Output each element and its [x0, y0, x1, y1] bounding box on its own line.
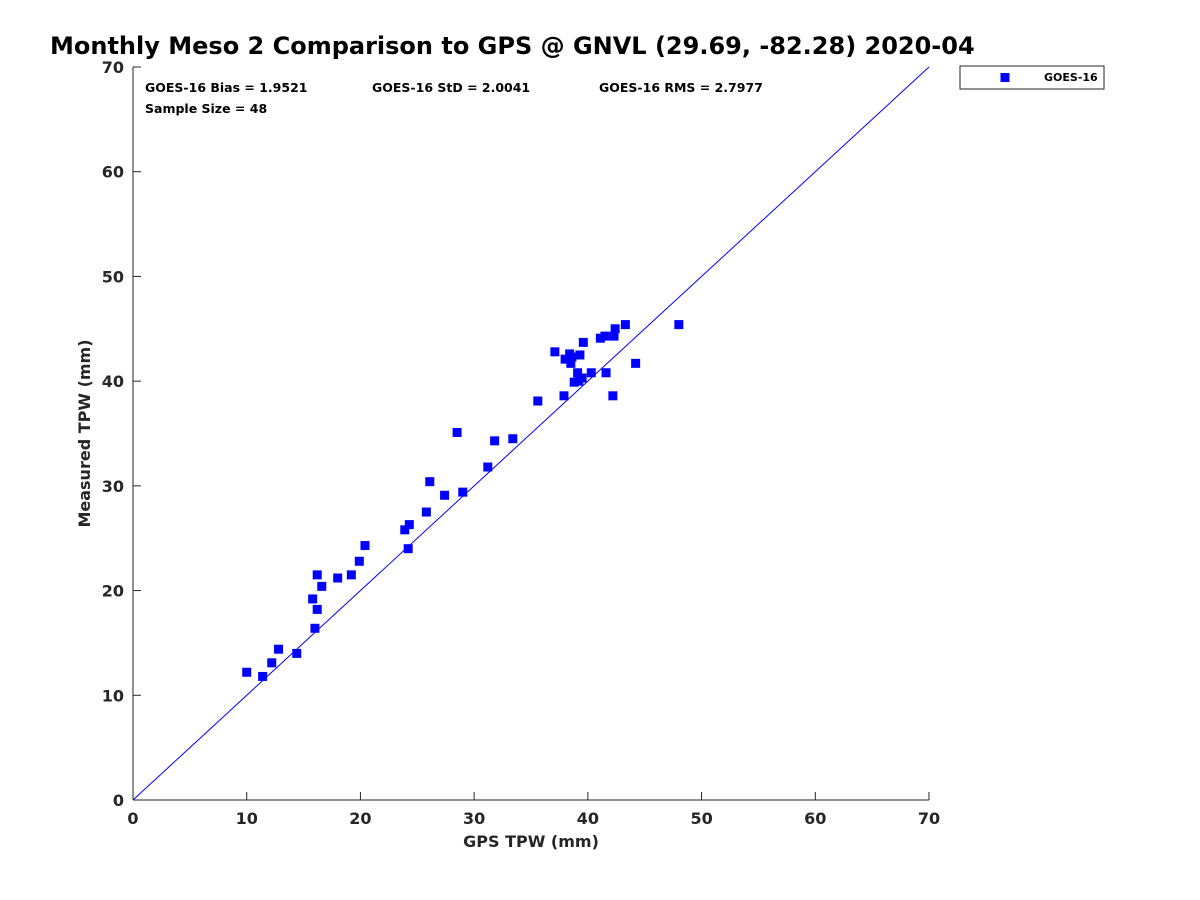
data-point — [674, 320, 684, 330]
y-axis-ticks: 0 10 20 30 40 50 60 70 — [102, 58, 141, 810]
data-point — [631, 358, 641, 368]
legend-entry-goes-16: GOES-16 — [1044, 71, 1098, 84]
y-tick-label: 10 — [102, 686, 124, 705]
data-point — [550, 347, 560, 357]
data-point — [404, 520, 414, 530]
data-point — [242, 667, 252, 677]
data-point — [610, 324, 620, 334]
data-point — [608, 391, 618, 401]
chart-title: Monthly Meso 2 Comparison to GPS @ GNVL … — [50, 32, 975, 60]
data-point — [575, 350, 585, 360]
data-point — [620, 320, 630, 330]
data-point — [573, 368, 583, 378]
x-tick-label: 40 — [577, 809, 599, 828]
data-point — [490, 436, 500, 446]
one-to-one-line-group — [132, 66, 930, 801]
one-to-one-line — [132, 66, 930, 801]
x-tick-label: 10 — [236, 809, 258, 828]
x-tick-label: 60 — [804, 809, 826, 828]
data-point — [560, 354, 570, 364]
std-annotation: GOES-16 StD = 2.0041 — [372, 80, 530, 95]
y-axis-label: Measured TPW (mm) — [75, 339, 94, 527]
y-tick-label: 50 — [102, 267, 124, 286]
data-point — [559, 391, 569, 401]
data-point — [533, 396, 543, 406]
x-tick-label: 0 — [127, 809, 138, 828]
data-point — [595, 333, 605, 343]
y-tick-label: 40 — [102, 372, 124, 391]
data-point — [601, 368, 611, 378]
data-point — [267, 658, 277, 668]
data-point — [310, 623, 320, 633]
data-point — [346, 570, 356, 580]
data-point — [333, 573, 343, 583]
x-tick-label: 30 — [463, 809, 485, 828]
data-point — [508, 434, 518, 444]
data-point — [577, 373, 587, 383]
data-point — [425, 477, 435, 487]
data-point — [360, 541, 370, 551]
data-point — [292, 648, 302, 658]
data-point — [569, 377, 579, 387]
data-point — [400, 525, 410, 535]
y-tick-label: 20 — [102, 582, 124, 601]
legend: GOES-16 — [959, 65, 1105, 90]
x-axis-label: GPS TPW (mm) — [463, 832, 599, 851]
data-point — [317, 581, 327, 591]
y-tick-label: 30 — [102, 477, 124, 496]
y-tick-label: 0 — [113, 791, 124, 810]
data-point — [452, 427, 462, 437]
data-point — [600, 331, 610, 341]
data-point — [586, 368, 596, 378]
data-point — [274, 644, 284, 654]
data-point — [566, 358, 576, 368]
axes-group — [132, 67, 929, 801]
x-tick-label: 50 — [690, 809, 712, 828]
legend-box — [959, 65, 1105, 90]
data-point — [567, 352, 577, 362]
data-point — [609, 331, 619, 341]
data-point — [308, 594, 318, 604]
data-point — [421, 507, 431, 517]
x-tick-label: 70 — [918, 809, 940, 828]
x-tick-label: 20 — [349, 809, 371, 828]
data-point — [312, 604, 322, 614]
data-point — [578, 337, 588, 347]
bias-annotation: GOES-16 Bias = 1.9521 — [145, 80, 307, 95]
y-tick-label: 70 — [102, 58, 124, 77]
y-tick-label: 60 — [102, 163, 124, 182]
data-point — [258, 671, 268, 681]
data-point — [403, 544, 413, 554]
data-points-group — [242, 320, 684, 681]
data-point — [354, 556, 364, 566]
data-point — [440, 490, 450, 500]
data-point — [312, 570, 322, 580]
legend-marker-square — [1000, 73, 1010, 82]
data-point — [483, 462, 493, 472]
x-axis-ticks: 0 10 20 30 40 50 60 70 — [127, 792, 940, 828]
sample-size-annotation: Sample Size = 48 — [145, 101, 267, 116]
data-point — [458, 487, 468, 497]
rms-annotation: GOES-16 RMS = 2.7977 — [599, 80, 763, 95]
